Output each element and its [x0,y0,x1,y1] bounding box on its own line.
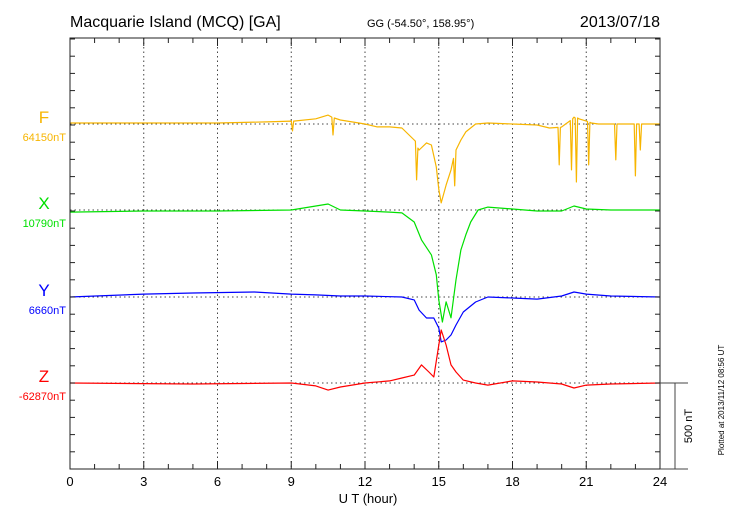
series-lines [69,114,661,391]
coordinates-label: GG (-54.50°, 158.95°) [367,18,474,30]
x-tick-label: 21 [579,474,593,489]
x-axis-label: U T (hour) [339,491,398,506]
scale-bar-label: 500 nT [683,409,695,444]
series-line-x [69,203,660,323]
x-tick-label: 3 [140,474,147,489]
x-tick-label: 18 [505,474,519,489]
axes: 0 3 6 9 12 15 18 21 24 [66,38,667,489]
plotted-at-note: Plotted at 2013/11/12 08:56 UT [717,345,726,456]
x-tick-label: 15 [432,474,446,489]
series-line-z [69,329,661,391]
series-baseline-z: -62870nT [19,391,66,403]
x-tick-label: 6 [214,474,221,489]
date-label: 2013/07/18 [580,14,660,31]
x-tick-label: 9 [288,474,295,489]
series-name-f: F [39,108,49,127]
series-name-y: Y [38,281,49,300]
grid [70,38,660,469]
series-labels: F 64150nT X 10790nT Y 6660nT Z -62870nT [19,108,66,403]
series-line-f [70,114,660,204]
series-name-z: Z [39,367,49,386]
x-tick-label: 0 [66,474,73,489]
x-tick-label: 12 [358,474,372,489]
x-tick-label: 24 [653,474,667,489]
series-baseline-y: 6660nT [29,305,67,317]
series-baseline-x: 10790nT [23,218,67,230]
station-title: Macquarie Island (MCQ) [GA] [70,14,281,31]
series-name-x: X [38,194,49,213]
series-baseline-f: 64150nT [23,132,67,144]
scale-bar: 500 nT [660,382,695,470]
plot-frame [69,37,661,470]
